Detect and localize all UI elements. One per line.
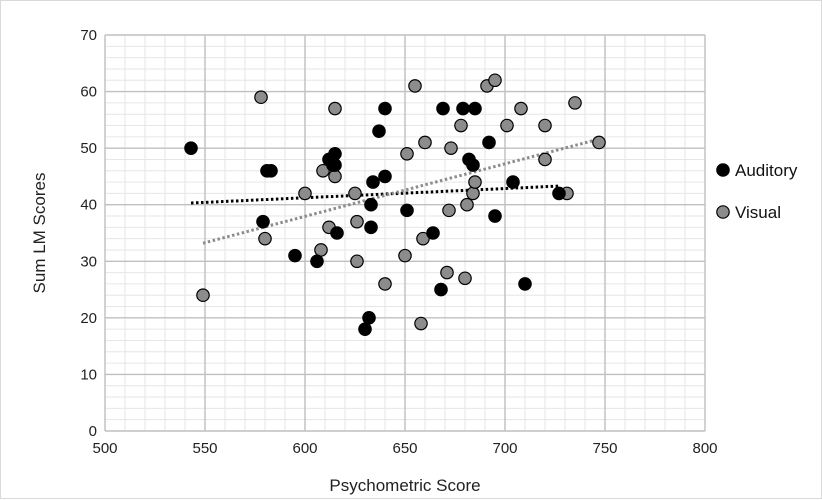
x-tick-label: 700 bbox=[492, 440, 517, 457]
point-auditory bbox=[364, 197, 378, 212]
point-auditory bbox=[552, 186, 566, 201]
point-visual bbox=[488, 73, 502, 88]
x-axis-title: Psychometric Score bbox=[329, 476, 480, 495]
point-auditory bbox=[436, 101, 450, 116]
point-auditory bbox=[310, 254, 324, 269]
point-auditory bbox=[482, 135, 496, 150]
point-visual bbox=[348, 186, 362, 201]
point-visual bbox=[258, 231, 272, 246]
point-visual bbox=[378, 277, 392, 291]
point-visual bbox=[500, 118, 514, 133]
trendline-auditory bbox=[190, 184, 560, 205]
point-visual bbox=[328, 169, 342, 184]
legend-label-auditory: Auditory bbox=[735, 161, 798, 180]
legend: Auditory Visual bbox=[716, 161, 798, 222]
point-auditory bbox=[488, 209, 502, 223]
y-tick-label: 20 bbox=[80, 310, 97, 327]
legend-marker-auditory bbox=[716, 163, 730, 177]
point-auditory bbox=[362, 311, 376, 325]
point-auditory bbox=[518, 277, 532, 291]
legend-label-visual: Visual bbox=[735, 203, 781, 222]
point-visual bbox=[458, 271, 472, 286]
point-visual bbox=[440, 265, 454, 280]
point-visual bbox=[454, 118, 468, 133]
point-auditory bbox=[364, 220, 378, 235]
y-axis-title: Sum LM Scores bbox=[30, 173, 49, 294]
point-auditory bbox=[506, 175, 520, 189]
y-tick-label: 70 bbox=[80, 27, 97, 44]
point-auditory bbox=[400, 203, 414, 218]
point-visual bbox=[350, 214, 364, 229]
point-visual bbox=[314, 243, 328, 257]
point-visual bbox=[416, 231, 430, 246]
y-tick-label: 0 bbox=[89, 423, 97, 440]
major-gridlines bbox=[104, 34, 706, 432]
point-auditory bbox=[288, 248, 302, 263]
point-visual bbox=[538, 152, 552, 167]
trendline-visual bbox=[202, 137, 600, 245]
legend-marker-visual bbox=[716, 205, 730, 219]
point-auditory bbox=[378, 169, 392, 184]
x-tick-label: 600 bbox=[292, 440, 317, 457]
point-auditory bbox=[328, 158, 342, 172]
point-visual bbox=[514, 101, 528, 116]
x-tick-label: 800 bbox=[692, 440, 717, 457]
point-visual bbox=[350, 254, 364, 269]
trendlines bbox=[190, 137, 600, 245]
y-tick-label: 30 bbox=[80, 253, 97, 270]
point-visual bbox=[418, 135, 432, 150]
point-visual bbox=[460, 197, 474, 212]
y-axis-ticks: 0 10 20 30 40 50 60 70 bbox=[80, 27, 97, 440]
x-tick-label: 500 bbox=[92, 440, 117, 457]
point-auditory bbox=[466, 158, 480, 172]
y-tick-label: 50 bbox=[80, 140, 97, 157]
point-visual bbox=[408, 79, 422, 93]
point-visual bbox=[538, 118, 552, 133]
x-axis-ticks: 500 550 600 650 700 750 800 bbox=[92, 440, 717, 457]
point-auditory bbox=[256, 214, 270, 229]
point-auditory bbox=[366, 175, 380, 189]
point-visual bbox=[196, 288, 210, 303]
point-auditory bbox=[434, 282, 448, 297]
point-auditory bbox=[330, 226, 344, 240]
point-visual bbox=[328, 101, 342, 116]
y-tick-label: 60 bbox=[80, 84, 97, 101]
point-visual bbox=[442, 203, 456, 218]
point-auditory bbox=[468, 101, 482, 116]
data-points bbox=[184, 73, 606, 336]
point-visual bbox=[298, 186, 312, 201]
point-visual bbox=[444, 141, 458, 155]
x-tick-label: 750 bbox=[592, 440, 617, 457]
point-visual bbox=[568, 96, 582, 110]
point-auditory bbox=[372, 124, 386, 138]
y-tick-label: 40 bbox=[80, 197, 97, 214]
point-auditory bbox=[264, 163, 278, 178]
point-auditory bbox=[184, 141, 198, 155]
point-visual bbox=[466, 186, 480, 201]
y-tick-label: 10 bbox=[80, 366, 97, 383]
point-auditory bbox=[426, 226, 440, 240]
point-auditory bbox=[328, 147, 342, 161]
point-visual bbox=[254, 90, 268, 105]
point-auditory bbox=[358, 322, 372, 336]
x-tick-label: 650 bbox=[392, 440, 417, 457]
point-visual bbox=[592, 135, 606, 150]
point-visual bbox=[414, 316, 428, 331]
point-visual bbox=[468, 175, 482, 189]
point-auditory bbox=[456, 101, 470, 116]
point-visual bbox=[316, 163, 330, 178]
point-auditory bbox=[378, 101, 392, 116]
x-tick-label: 550 bbox=[192, 440, 217, 457]
point-visual bbox=[400, 147, 414, 161]
point-visual bbox=[398, 248, 412, 263]
